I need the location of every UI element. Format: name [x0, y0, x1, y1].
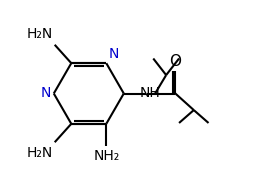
Text: NH: NH	[139, 87, 160, 100]
Text: N: N	[108, 47, 119, 61]
Text: NH₂: NH₂	[93, 149, 119, 163]
Text: O: O	[169, 54, 182, 69]
Text: N: N	[41, 87, 51, 100]
Text: H₂N: H₂N	[27, 146, 53, 160]
Text: H₂N: H₂N	[27, 27, 53, 41]
